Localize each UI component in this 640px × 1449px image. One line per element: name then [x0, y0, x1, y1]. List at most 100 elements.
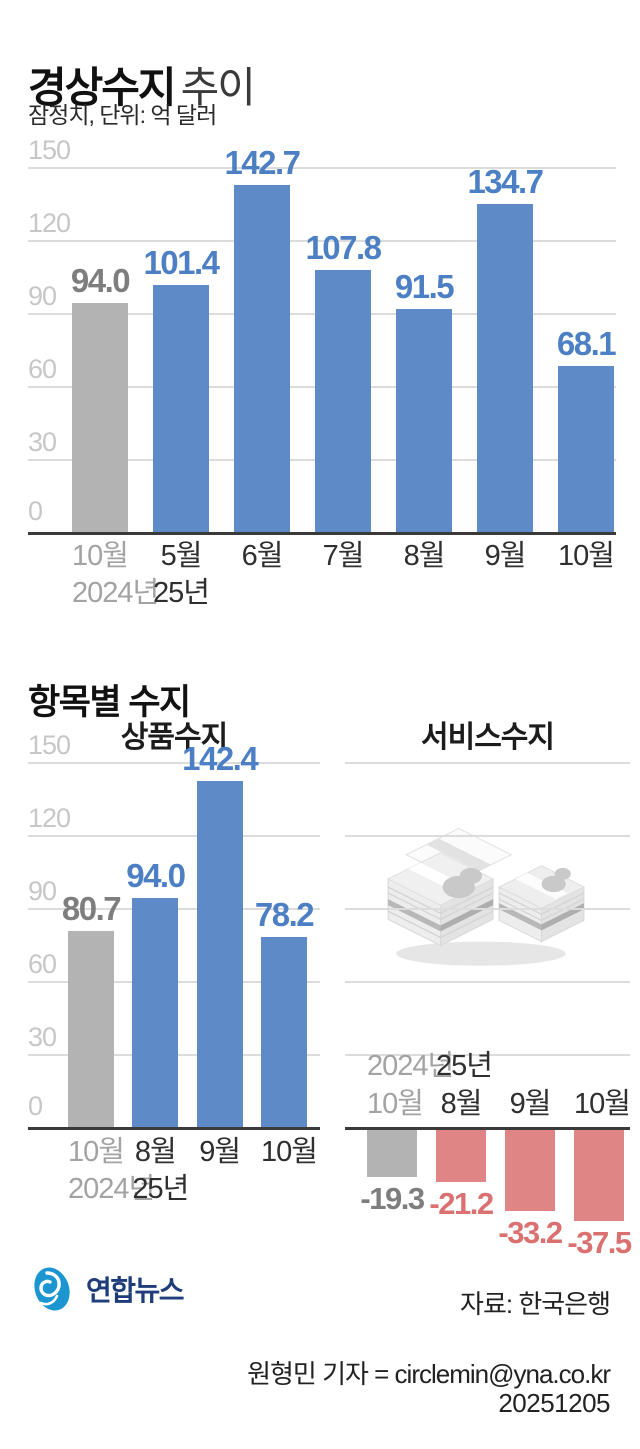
bar-slot: -19.3 [360, 1130, 425, 1261]
x-axis-label: 10월 [260, 1136, 318, 1207]
bar-value-label: 94.0 [126, 857, 186, 895]
bar [68, 930, 114, 1127]
bar-slot: 94.0 [126, 857, 186, 1127]
bar [196, 780, 243, 1127]
bar [574, 1130, 624, 1222]
bar-value-label: 78.2 [254, 895, 315, 933]
yonhap-logo-icon [34, 1267, 70, 1311]
goods-balance-x-axis: 10월 2024년 8월 25년 9월 10월 [28, 1136, 320, 1207]
bar-slot: 78.2 [255, 896, 315, 1127]
x-axis-label: 10월 [574, 1050, 631, 1121]
bar [153, 285, 209, 532]
month-label: 5월 [160, 540, 203, 572]
year-label [574, 1050, 624, 1084]
money-stack-icon [386, 827, 586, 966]
x-axis-label: 5월 25년 [153, 540, 210, 611]
bar-row: 80.7 94.0 142.4 78.2 [62, 740, 315, 1127]
bar-slot: 101.4 [143, 244, 220, 532]
gridline: 120 [28, 208, 616, 242]
y-axis-tick: 120 [28, 803, 71, 833]
bar [315, 269, 371, 532]
gridline [345, 908, 630, 910]
bar [396, 309, 452, 532]
year-label: 2024년 [72, 577, 159, 610]
year-label [396, 577, 452, 611]
bar-slot: 107.8 [305, 229, 382, 532]
x-axis-label: 10월 2024년 [68, 1136, 155, 1207]
bar [558, 366, 614, 532]
gridline: 150 [28, 135, 616, 169]
month-label: 10월 [68, 1136, 125, 1168]
bar [477, 204, 533, 532]
x-axis-label: 2024년 10월 [367, 1050, 454, 1121]
bar [72, 303, 128, 532]
y-axis-tick: 150 [28, 135, 71, 165]
bar [132, 898, 179, 1127]
bar-value-label: -33.2 [498, 1214, 563, 1250]
services-balance-title: 서비스수지 [421, 721, 555, 754]
bar-value-label: 134.7 [467, 163, 544, 201]
month-label: 6월 [241, 540, 284, 572]
bar-slot: -37.5 [567, 1130, 632, 1261]
month-label: 10월 [558, 540, 615, 572]
year-label [558, 577, 614, 611]
bar [505, 1130, 555, 1211]
bar-slot: -33.2 [498, 1130, 563, 1261]
x-axis-label: 8월 [396, 540, 452, 611]
page-title: 경상수지 추이 [28, 54, 256, 115]
source-credit: 자료: 한국은행 [460, 1289, 611, 1319]
y-axis-tick: 30 [28, 427, 57, 457]
current-account-x-axis: 10월 2024년 5월 25년 6월 7월 8월 9월 10월 [28, 540, 616, 611]
month-label: 10월 [260, 1136, 318, 1168]
bar-slot: 91.5 [395, 268, 455, 532]
goods-balance-chart: 150 120 90 60 30 0 80.7 94.0 142.4 78.2 [28, 730, 320, 1130]
y-axis-tick: 0 [28, 496, 43, 526]
month-label: 8월 [134, 1136, 177, 1168]
year-label [477, 577, 533, 611]
y-axis-tick: 90 [28, 876, 57, 906]
y-axis-tick: 0 [28, 1091, 43, 1121]
x-axis-label: 8월 25년 [132, 1136, 189, 1207]
y-axis-tick: 60 [28, 354, 57, 384]
bar-value-label: -21.2 [429, 1185, 494, 1221]
title-light: 추이 [180, 64, 256, 112]
date-stamp: 20251205 [498, 1388, 610, 1418]
x-axis-label: 9월 [197, 1136, 243, 1207]
bar-slot: 68.1 [556, 325, 617, 532]
bar-slot: -21.2 [429, 1130, 494, 1261]
y-axis-tick: 90 [28, 281, 57, 311]
bar-slot: 142.4 [182, 740, 259, 1127]
month-label: 8월 [403, 540, 446, 572]
x-axis-label: 25년 8월 [436, 1049, 493, 1121]
bar-slot: 134.7 [467, 163, 544, 532]
services-balance-chart: 2024년 10월 25년 8월 9월 10월 [345, 762, 631, 1130]
year-label [505, 1050, 555, 1084]
gridline [345, 1054, 630, 1056]
year-label: 2024년 [68, 1173, 155, 1206]
bar-value-label: 107.8 [305, 228, 382, 266]
bar [234, 184, 290, 532]
gridline: 120 [28, 803, 320, 837]
x-axis-label: 7월 [315, 540, 371, 611]
section-title: 항목별 수지 [28, 683, 191, 723]
x-axis-label: 9월 [505, 1050, 555, 1121]
bar-value-label: 80.7 [61, 889, 122, 927]
month-label: 10월 [72, 540, 129, 572]
year-label [234, 577, 290, 611]
bar-value-label: 142.4 [182, 739, 259, 777]
x-axis-label: 10월 2024년 [72, 540, 159, 611]
gridline [345, 762, 630, 764]
month-label: 10월 [574, 1087, 631, 1120]
y-axis-tick: 150 [28, 730, 71, 760]
bar-value-label: 68.1 [556, 325, 617, 363]
bar-value-label: 142.7 [224, 143, 301, 181]
bar [260, 936, 307, 1127]
gridline: 150 [28, 730, 320, 764]
x-axis-label: 9월 [477, 540, 533, 611]
bar-slot: 80.7 [62, 890, 122, 1127]
yonhap-logo-text: 연합뉴스 [86, 1275, 185, 1306]
year-label: 25년 [436, 1049, 493, 1082]
bar-value-label: -19.3 [360, 1180, 425, 1216]
bar-row: 94.0 101.4 142.7 107.8 91.5 134.7 68.1 [71, 144, 617, 532]
